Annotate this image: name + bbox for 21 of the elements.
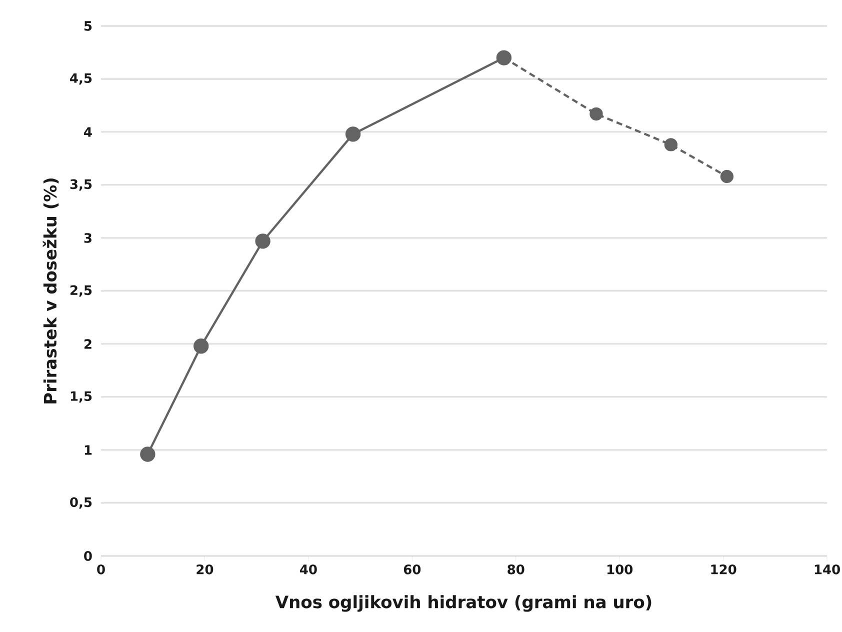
y-axis-title: Prirastek v dosežku (%) [42,178,59,404]
y-tick-label: 1,5 [70,391,92,403]
x-tick-label: 80 [508,564,524,574]
y-tick-label: 5 [84,21,92,31]
x-tick-label: 100 [607,564,633,574]
x-tick-label: 20 [196,564,214,574]
x-tick-label: 140 [814,564,840,574]
x-tick-label: 60 [404,564,421,574]
y-tick-label: 2,5 [70,285,92,297]
y-tick-label: 4 [84,127,92,137]
y-tick-label: 1 [84,445,92,455]
y-tick-label: 2 [84,339,92,349]
y-tick-label: 0 [84,551,92,561]
x-axis-title: Vnos ogljikovih hidratov (grami na uro) [275,595,652,612]
x-tick-label: 0 [97,564,105,574]
y-tick-label: 4,5 [70,73,92,85]
y-tick-label: 0,5 [70,497,92,509]
y-tick-label: 3,5 [70,179,92,191]
y-tick-label: 3 [84,233,92,243]
x-tick-label: 120 [711,564,736,574]
x-tick-label: 40 [300,564,317,574]
